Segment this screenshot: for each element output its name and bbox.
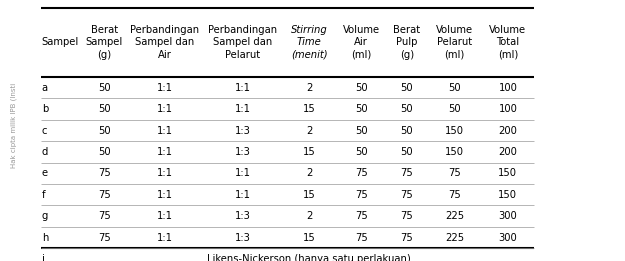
Text: 75: 75 [98,211,111,221]
Text: 75: 75 [98,168,111,178]
Text: 1:1: 1:1 [157,211,172,221]
Text: 75: 75 [401,190,413,200]
Text: 75: 75 [98,190,111,200]
Text: d: d [42,147,48,157]
Text: 200: 200 [498,126,518,135]
Text: Stirring
Time
(menit): Stirring Time (menit) [291,25,328,60]
Text: 1:3: 1:3 [235,126,251,135]
Text: 2: 2 [306,83,312,93]
Text: Berat
Sampel
(g): Berat Sampel (g) [86,25,123,60]
Text: 50: 50 [355,126,367,135]
Text: 50: 50 [98,126,111,135]
Text: 75: 75 [448,168,461,178]
Text: 1:3: 1:3 [235,147,251,157]
Text: 50: 50 [98,83,111,93]
Text: 1:1: 1:1 [157,168,172,178]
Text: h: h [42,233,48,242]
Text: 1:1: 1:1 [235,190,251,200]
Text: 150: 150 [445,126,464,135]
Text: 1:1: 1:1 [157,233,172,242]
Text: 75: 75 [401,233,413,242]
Text: 75: 75 [401,211,413,221]
Text: 2: 2 [306,126,312,135]
Text: 50: 50 [355,147,367,157]
Text: 50: 50 [98,104,111,114]
Text: i: i [42,254,45,261]
Text: Hak cipta milik IPB (Insti: Hak cipta milik IPB (Insti [11,83,17,168]
Text: f: f [42,190,46,200]
Text: Likens-Nickerson (hanya satu perlakuan): Likens-Nickerson (hanya satu perlakuan) [207,254,411,261]
Text: 50: 50 [448,83,461,93]
Text: 1:1: 1:1 [157,83,172,93]
Text: Volume
Total
(ml): Volume Total (ml) [489,25,526,60]
Text: 1:1: 1:1 [235,83,251,93]
Text: a: a [42,83,48,93]
Text: 100: 100 [498,104,518,114]
Text: e: e [42,168,48,178]
Text: 1:1: 1:1 [235,104,251,114]
Text: Perbandingan
Sampel dan
Pelarut: Perbandingan Sampel dan Pelarut [208,25,278,60]
Text: 75: 75 [355,168,367,178]
Text: 2: 2 [306,168,312,178]
Text: 150: 150 [498,190,518,200]
Text: 50: 50 [401,104,413,114]
Text: 150: 150 [445,147,464,157]
Text: 225: 225 [445,211,464,221]
Text: 200: 200 [498,147,518,157]
Text: 15: 15 [303,233,316,242]
Text: 1:1: 1:1 [157,126,172,135]
Text: 50: 50 [448,104,461,114]
Text: 15: 15 [303,190,316,200]
Text: 75: 75 [448,190,461,200]
Text: 50: 50 [401,147,413,157]
Text: 50: 50 [355,83,367,93]
Text: b: b [42,104,48,114]
Text: 2: 2 [306,211,312,221]
Text: 150: 150 [498,168,518,178]
Text: 15: 15 [303,104,316,114]
Text: 1:1: 1:1 [157,190,172,200]
Text: 300: 300 [499,211,518,221]
Text: 300: 300 [499,233,518,242]
Text: 225: 225 [445,233,464,242]
Text: 1:1: 1:1 [157,147,172,157]
Text: Volume
Air
(ml): Volume Air (ml) [342,25,380,60]
Text: 100: 100 [498,83,518,93]
Text: 1:3: 1:3 [235,211,251,221]
Text: 50: 50 [355,104,367,114]
Text: 1:1: 1:1 [157,104,172,114]
Text: g: g [42,211,48,221]
Text: c: c [42,126,48,135]
Text: Sampel: Sampel [42,37,79,48]
Text: 75: 75 [355,190,367,200]
Text: 75: 75 [355,211,367,221]
Text: 75: 75 [401,168,413,178]
Text: 50: 50 [401,83,413,93]
Text: 1:1: 1:1 [235,168,251,178]
Text: Volume
Pelarut
(ml): Volume Pelarut (ml) [436,25,473,60]
Text: 1:3: 1:3 [235,233,251,242]
Text: 50: 50 [401,126,413,135]
Text: 75: 75 [355,233,367,242]
Text: 75: 75 [98,233,111,242]
Text: Berat
Pulp
(g): Berat Pulp (g) [393,25,421,60]
Text: 15: 15 [303,147,316,157]
Text: Perbandingan
Sampel dan
Air: Perbandingan Sampel dan Air [130,25,199,60]
Text: 50: 50 [98,147,111,157]
